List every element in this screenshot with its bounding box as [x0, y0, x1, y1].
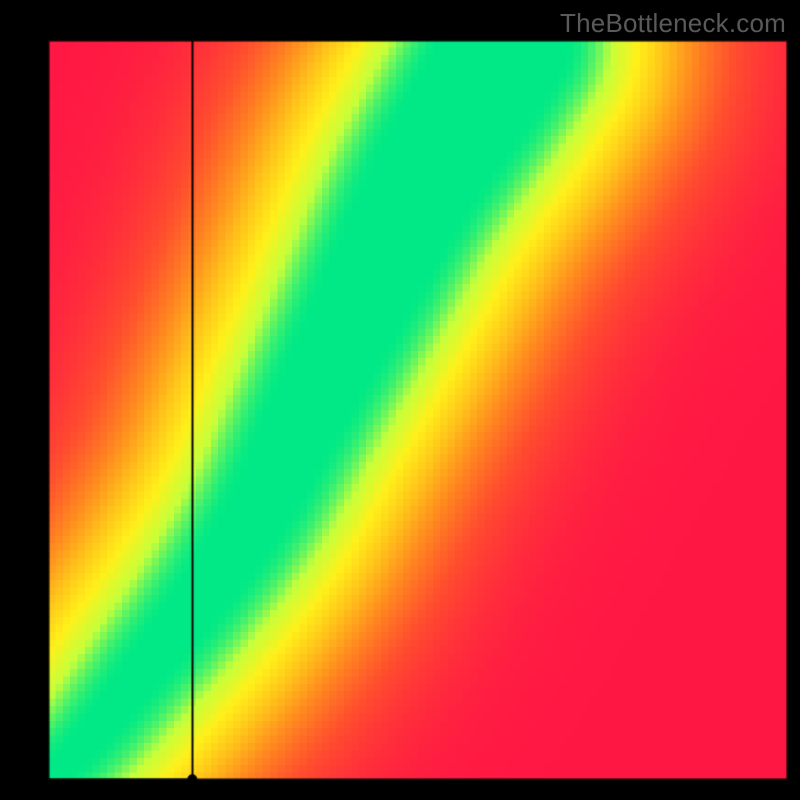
watermark-text: TheBottleneck.com	[560, 8, 786, 39]
bottleneck-heatmap	[48, 40, 788, 780]
chart-container: TheBottleneck.com	[0, 0, 800, 800]
